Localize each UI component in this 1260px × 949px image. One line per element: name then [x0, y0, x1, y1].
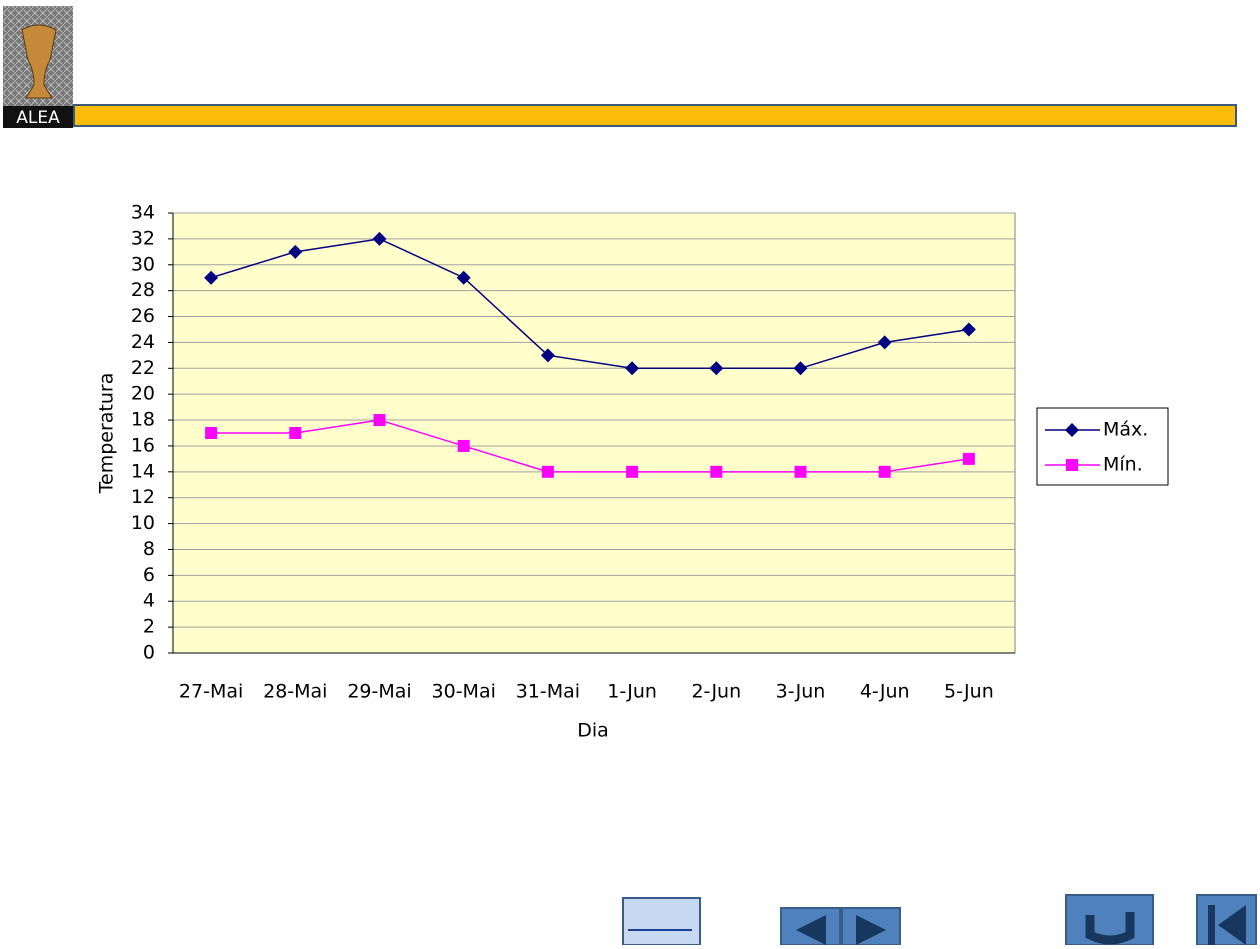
- data-point: [709, 361, 724, 376]
- nav: [622, 894, 1257, 946]
- data-point: [373, 414, 386, 427]
- legend: [1036, 407, 1169, 486]
- y-tick-label: 4: [143, 590, 155, 612]
- plot-area: [172, 212, 1016, 654]
- data-point: [625, 361, 640, 376]
- x-tick-label: 30-Mai: [432, 681, 496, 703]
- data-point: [626, 465, 639, 478]
- x-tick-label: 1-Jun: [607, 681, 657, 703]
- data-point: [961, 322, 976, 337]
- x-tick-label: 3-Jun: [776, 681, 826, 703]
- series-line: [210, 238, 970, 370]
- data-point: [457, 439, 470, 452]
- x-tick-label: 28-Mai: [263, 681, 327, 703]
- data-point: [541, 465, 554, 478]
- y-tick-label: 18: [131, 409, 155, 431]
- data-point: [710, 465, 723, 478]
- y-tick-label: 14: [131, 460, 155, 482]
- logo: ALEA: [3, 6, 73, 128]
- series-line: [211, 419, 970, 473]
- data-point: [962, 452, 975, 465]
- legend-marker: [1066, 459, 1078, 471]
- data-point: [794, 465, 807, 478]
- y-tick-label: 2: [143, 616, 155, 638]
- data-point: [878, 465, 891, 478]
- y-axis-label: Temperatura: [96, 373, 118, 495]
- y-tick-label: 12: [131, 486, 155, 508]
- y-tick-label: 34: [131, 202, 155, 224]
- data-point: [877, 335, 892, 350]
- header-bar: [73, 104, 1237, 127]
- y-tick-label: 16: [131, 434, 155, 456]
- y-tick-label: 32: [131, 227, 155, 249]
- y-tick-label: 20: [131, 383, 155, 405]
- index-button[interactable]: [622, 897, 701, 946]
- logo-text: ALEA: [16, 108, 60, 128]
- y-tick-label: 30: [131, 253, 155, 275]
- x-tick-label: 2-Jun: [691, 681, 741, 703]
- y-tick-label: 0: [143, 642, 155, 664]
- data-point: [205, 427, 218, 439]
- data-point: [540, 348, 555, 363]
- x-tick-label: 27-Mai: [179, 681, 243, 703]
- data-point: [204, 270, 219, 285]
- legend-label: Máx.: [1103, 419, 1148, 441]
- y-tick-label: 8: [143, 538, 155, 560]
- data-point: [288, 244, 303, 259]
- data-point: [372, 231, 387, 246]
- data-point: [793, 361, 808, 376]
- legend-label: Mín.: [1103, 454, 1143, 476]
- x-tick-label: 29-Mai: [347, 681, 411, 703]
- legend-marker: [1065, 423, 1079, 437]
- x-tick-label: 5-Jun: [944, 681, 994, 703]
- y-tick-label: 26: [131, 305, 155, 327]
- chart: Dia Temperatura 024681012141618202224262…: [96, 202, 1169, 742]
- y-tick-label: 24: [131, 331, 155, 353]
- x-tick-label: 4-Jun: [860, 681, 910, 703]
- y-tick-label: 10: [131, 512, 155, 534]
- y-tick-label: 6: [143, 564, 155, 586]
- y-tick-label: 28: [131, 279, 155, 301]
- data-point: [456, 270, 471, 285]
- x-axis-label: Dia: [577, 720, 609, 742]
- y-tick-label: 22: [131, 357, 155, 379]
- data-point: [289, 427, 302, 439]
- x-tick-label: 31-Mai: [516, 681, 580, 703]
